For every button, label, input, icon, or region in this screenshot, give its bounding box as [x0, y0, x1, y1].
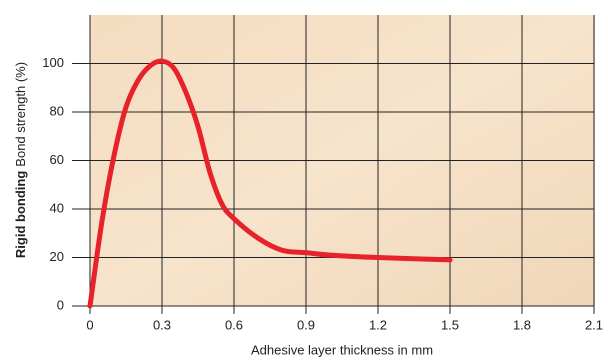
x-axis-title: Adhesive layer thickness in mm	[251, 342, 433, 357]
y-tick-label: 60	[50, 152, 64, 167]
x-tick-label: 2.1	[585, 317, 603, 332]
x-tick-label: 1.8	[513, 317, 531, 332]
x-tick-label: 1.5	[441, 317, 459, 332]
x-tick-label: 0.3	[153, 317, 171, 332]
y-axis-title-text: Bond strength (%)	[13, 62, 28, 167]
chart: Adhesive layer thickness in mm Rigid bon…	[0, 0, 608, 364]
x-tick-label: 0.6	[225, 317, 243, 332]
y-tick-label: 20	[50, 249, 64, 264]
x-tick-label: 0	[86, 317, 93, 332]
y-axis-title-bold: Rigid bonding	[13, 171, 28, 258]
y-tick-label: 40	[50, 200, 64, 215]
y-axis-title: Rigid bonding Bond strength (%)	[13, 62, 28, 258]
y-tick-label: 100	[42, 55, 64, 70]
x-tick-label: 0.9	[297, 317, 315, 332]
x-tick-label: 1.2	[369, 317, 387, 332]
y-tick-label: 80	[50, 103, 64, 118]
y-tick-label: 0	[57, 297, 64, 312]
